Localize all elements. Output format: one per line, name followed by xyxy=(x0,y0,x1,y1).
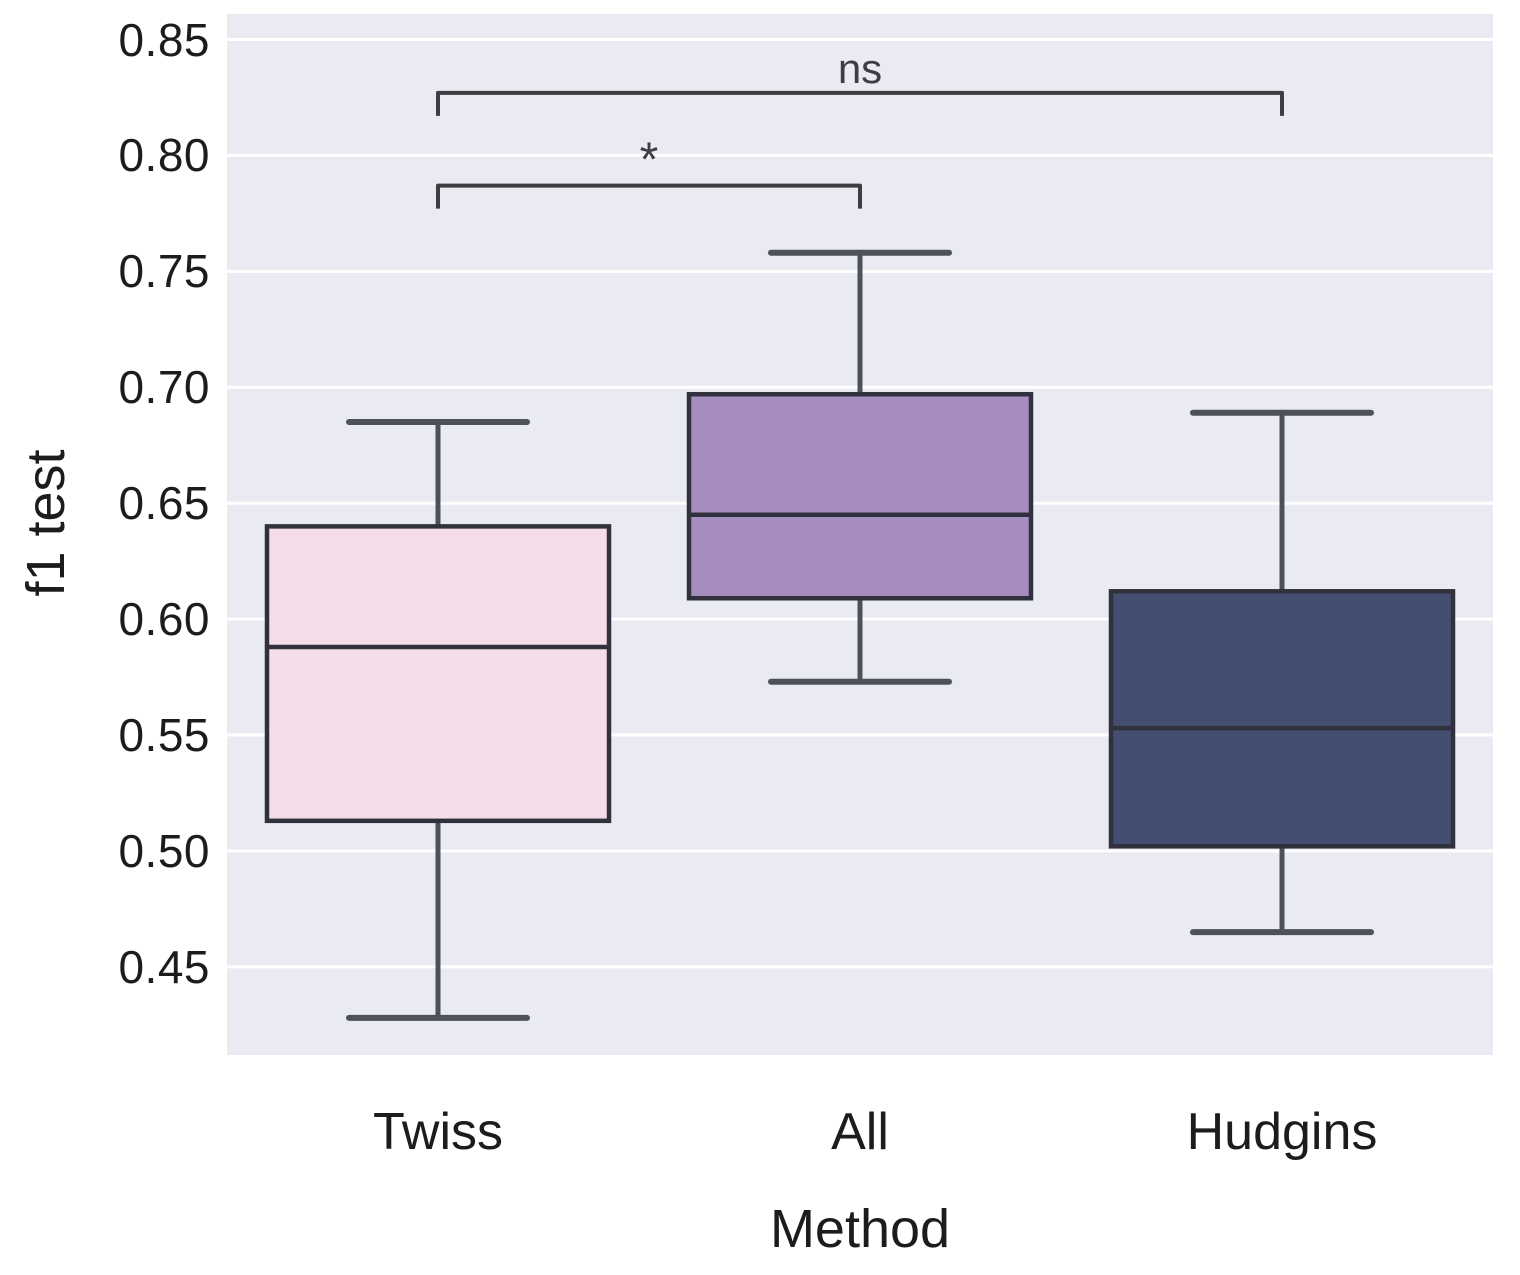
y-tick-label: 0.85 xyxy=(118,13,210,66)
y-tick-label: 0.80 xyxy=(118,129,210,182)
box-all xyxy=(686,391,1034,601)
x-category-label-hudgins: Hudgins xyxy=(1186,1103,1378,1161)
significance-label: ns xyxy=(838,45,882,92)
y-tick-label: 0.75 xyxy=(118,245,210,298)
y-tick-label: 0.65 xyxy=(118,477,210,530)
x-category-label-twiss: Twiss xyxy=(373,1103,503,1161)
y-tick-label: 0.45 xyxy=(118,940,210,993)
significance-bracket xyxy=(436,183,862,209)
x-axis-title: Method xyxy=(769,1199,951,1259)
box-twiss xyxy=(264,524,612,824)
y-tick-label: 0.70 xyxy=(118,361,210,414)
significance-label: * xyxy=(640,134,659,187)
y-tick-label: 0.55 xyxy=(118,709,210,762)
y-tick-label: 0.60 xyxy=(118,593,210,646)
y-tick-label: 0.50 xyxy=(118,824,210,877)
box-hudgins xyxy=(1108,589,1456,849)
x-category-label-all: All xyxy=(831,1103,889,1161)
significance-bracket xyxy=(436,90,1284,116)
